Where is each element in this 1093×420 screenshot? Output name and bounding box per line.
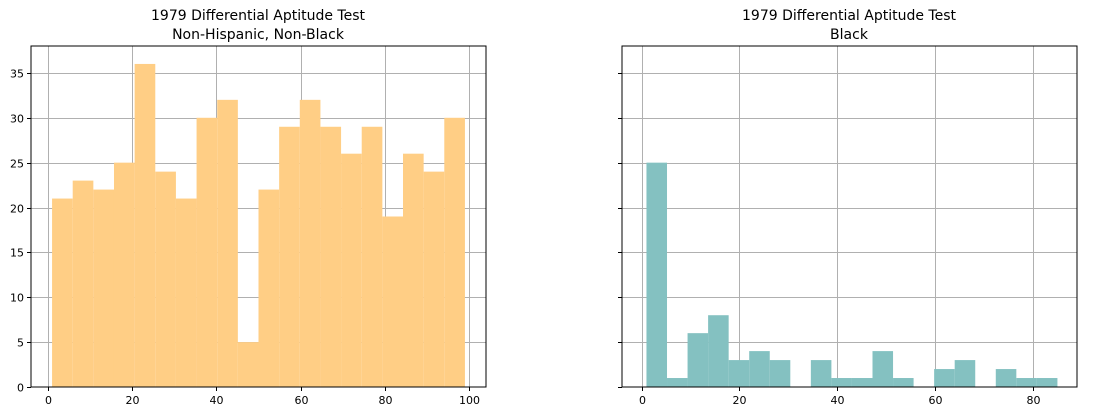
histogram-bar <box>320 126 342 388</box>
histogram-bar <box>646 162 668 387</box>
histogram-bar <box>279 126 300 388</box>
histogram-bar <box>361 126 383 388</box>
histogram-bar <box>1016 378 1037 387</box>
bars <box>52 63 465 388</box>
histogram-bar <box>175 198 197 387</box>
y-axis-ticks <box>618 73 622 388</box>
x-tick-label: 80 <box>1027 394 1041 407</box>
x-tick-label: 40 <box>210 394 224 407</box>
histogram-bar <box>954 360 976 387</box>
histogram-bar <box>995 369 1017 387</box>
histogram-bar <box>667 378 688 387</box>
y-tick-label: 25 <box>10 158 24 171</box>
histogram-bar <box>155 171 176 387</box>
histogram-bar <box>769 360 791 387</box>
x-axis-ticks: 0 20 40 60 80 <box>639 387 1041 407</box>
plot-frame <box>30 45 487 388</box>
histogram-bar <box>93 189 114 387</box>
chart-title: 1979 Differential Aptitude Test <box>151 8 365 24</box>
histogram-bar <box>831 378 852 387</box>
histogram-bar <box>728 360 750 387</box>
plot-background <box>622 46 1077 387</box>
x-axis-ticks: 0 20 40 60 80 100 <box>45 387 480 407</box>
x-tick-label: 0 <box>45 394 52 407</box>
histogram-bar <box>1036 378 1058 387</box>
histogram-bar <box>749 351 770 387</box>
y-tick-label: 5 <box>17 337 24 350</box>
y-tick-label: 15 <box>10 247 24 260</box>
x-tick-label: 0 <box>639 394 646 407</box>
y-tick-label: 20 <box>10 203 24 216</box>
histogram-bar <box>382 216 404 387</box>
y-tick-label: 30 <box>10 113 24 126</box>
x-tick-label: 80 <box>379 394 393 407</box>
histogram-panel-black: 0 20 40 60 80 1979 Differential Aptitude Tes… <box>618 8 1078 407</box>
chart-subtitle: Non-Hispanic, Non-Black <box>172 27 345 43</box>
histogram-bar <box>52 198 73 387</box>
histogram-bar <box>687 333 709 387</box>
x-tick-label: 40 <box>831 394 845 407</box>
histogram-bar <box>934 369 955 387</box>
histogram-bar <box>237 342 259 387</box>
histogram-panel-non-hispanic-non-black: 0 20 40 60 80 100 0 5 10 15 20 25 30 35 1979 Differe… <box>10 8 487 407</box>
y-tick-label: 35 <box>10 68 24 81</box>
histogram-bar <box>196 117 218 387</box>
x-tick-label: 60 <box>295 394 309 407</box>
x-tick-label: 60 <box>929 394 943 407</box>
grid-lines <box>622 46 1077 387</box>
histogram-bar <box>113 162 135 387</box>
x-tick-label: 20 <box>733 394 747 407</box>
histogram-bar <box>708 315 729 387</box>
histogram-bar <box>872 351 894 387</box>
histogram-bar <box>810 360 832 387</box>
chart-subtitle: Black <box>830 27 869 43</box>
histogram-bar <box>341 153 362 387</box>
histogram-bar <box>258 189 280 387</box>
chart-title: 1979 Differential Aptitude Test <box>742 8 956 24</box>
histogram-bar <box>134 63 156 388</box>
plot-frame <box>621 45 1078 388</box>
x-tick-label: 100 <box>459 394 480 407</box>
y-tick-label: 10 <box>10 292 24 305</box>
y-axis-ticks: 0 5 10 15 20 25 30 35 <box>10 68 31 395</box>
histogram-bar <box>217 99 238 387</box>
histogram-bar <box>444 117 465 387</box>
histogram-bar <box>299 99 321 387</box>
histogram-bar <box>72 180 94 387</box>
histogram-bar <box>403 153 424 387</box>
bars <box>646 162 1058 387</box>
histogram-bar <box>423 171 445 387</box>
histogram-bar <box>851 378 873 387</box>
histogram-bar <box>893 378 914 387</box>
y-tick-label: 0 <box>17 382 24 395</box>
x-tick-label: 20 <box>126 394 140 407</box>
